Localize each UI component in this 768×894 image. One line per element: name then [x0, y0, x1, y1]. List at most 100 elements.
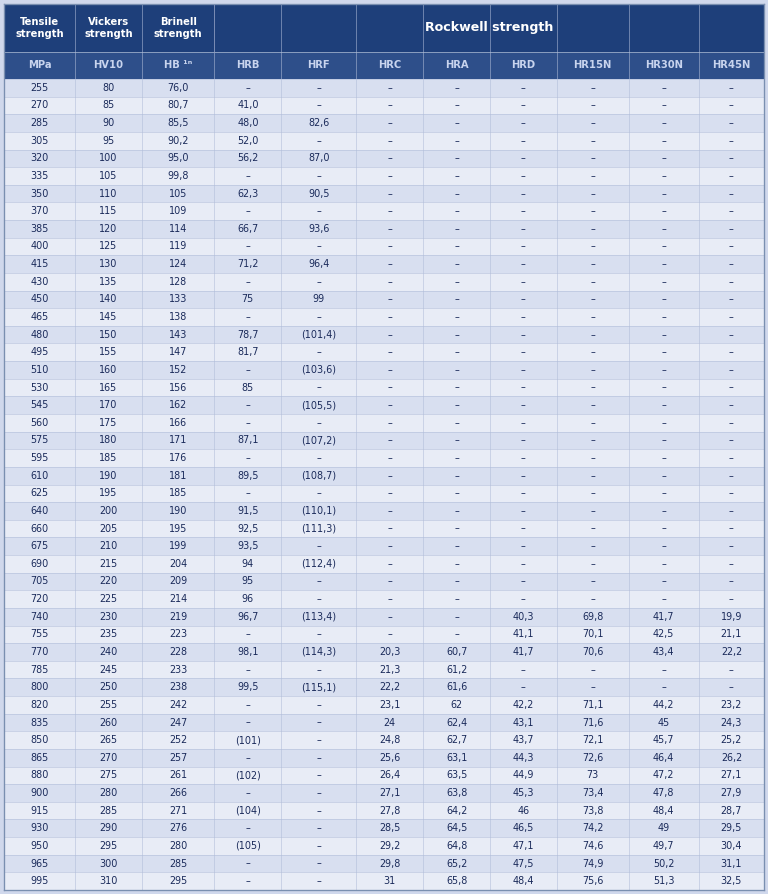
Bar	[281, 97, 356, 114]
Text: HV10: HV10	[94, 61, 124, 71]
Bar	[490, 573, 557, 590]
Bar	[490, 220, 557, 238]
Text: 42,2: 42,2	[513, 700, 534, 710]
Text: 295: 295	[169, 876, 187, 886]
Text: –: –	[661, 595, 666, 604]
Text: 230: 230	[99, 611, 118, 621]
Text: 75: 75	[242, 294, 254, 304]
Bar	[356, 325, 423, 343]
Bar	[557, 802, 629, 820]
Bar	[75, 802, 142, 820]
Text: –: –	[591, 401, 595, 410]
Bar	[281, 555, 356, 573]
Text: –: –	[454, 559, 459, 569]
Bar	[490, 379, 557, 396]
Bar	[490, 467, 557, 485]
Text: 95: 95	[242, 577, 254, 586]
Bar	[490, 661, 557, 679]
Text: 21,1: 21,1	[720, 629, 742, 639]
Bar	[356, 149, 423, 167]
Text: 285: 285	[99, 805, 118, 815]
Text: –: –	[454, 453, 459, 463]
Bar	[214, 485, 281, 502]
Text: 72,6: 72,6	[582, 753, 604, 763]
Text: –: –	[387, 524, 392, 534]
Text: HRD: HRD	[511, 61, 535, 71]
Text: –: –	[591, 136, 595, 146]
Bar	[4, 802, 75, 820]
Bar	[356, 837, 423, 855]
Bar	[629, 132, 699, 149]
Bar	[4, 837, 75, 855]
Text: 152: 152	[169, 365, 187, 375]
Bar	[490, 855, 557, 873]
Bar	[557, 450, 629, 467]
Text: 260: 260	[99, 718, 118, 728]
Bar	[214, 537, 281, 555]
Bar	[356, 766, 423, 784]
Text: –: –	[454, 83, 459, 93]
Text: (103,6): (103,6)	[301, 365, 336, 375]
Text: –: –	[661, 435, 666, 445]
Text: –: –	[661, 241, 666, 251]
Text: 22,2: 22,2	[379, 682, 400, 692]
Text: 46,5: 46,5	[513, 823, 534, 833]
Bar	[4, 519, 75, 537]
Bar	[699, 414, 764, 432]
Bar	[75, 273, 142, 291]
Bar	[142, 802, 214, 820]
Text: (102): (102)	[235, 771, 260, 780]
Bar	[629, 149, 699, 167]
Bar	[281, 467, 356, 485]
Bar	[557, 837, 629, 855]
Text: –: –	[521, 207, 526, 216]
Bar	[629, 114, 699, 132]
Text: –: –	[661, 100, 666, 111]
Text: –: –	[454, 524, 459, 534]
Text: 755: 755	[30, 629, 48, 639]
Text: –: –	[387, 330, 392, 340]
Text: 96: 96	[242, 595, 254, 604]
Bar	[142, 4, 214, 52]
Text: 100: 100	[99, 154, 118, 164]
Bar	[356, 396, 423, 414]
Text: –: –	[591, 154, 595, 164]
Text: 62: 62	[451, 700, 462, 710]
Text: –: –	[246, 664, 250, 675]
Text: 265: 265	[99, 735, 118, 745]
Bar	[557, 256, 629, 273]
Bar	[142, 679, 214, 696]
Text: –: –	[316, 577, 321, 586]
Bar	[75, 149, 142, 167]
Bar	[557, 608, 629, 626]
Bar	[356, 873, 423, 890]
Bar	[142, 643, 214, 661]
Text: –: –	[246, 753, 250, 763]
Text: (110,1): (110,1)	[301, 506, 336, 516]
Bar	[4, 167, 75, 185]
Bar	[629, 202, 699, 220]
Text: (111,3): (111,3)	[301, 524, 336, 534]
Text: 94: 94	[242, 559, 254, 569]
Bar	[214, 238, 281, 256]
Text: –: –	[729, 470, 733, 481]
Bar	[4, 749, 75, 766]
Text: –: –	[316, 771, 321, 780]
Bar	[281, 855, 356, 873]
Text: –: –	[454, 383, 459, 392]
Text: 95,0: 95,0	[167, 154, 189, 164]
Bar	[629, 52, 699, 79]
Text: –: –	[591, 224, 595, 234]
Bar	[75, 132, 142, 149]
Bar	[4, 238, 75, 256]
Text: 510: 510	[30, 365, 48, 375]
Text: 242: 242	[169, 700, 187, 710]
Bar	[629, 519, 699, 537]
Bar	[142, 537, 214, 555]
Bar	[557, 519, 629, 537]
Text: 147: 147	[169, 347, 187, 358]
Bar	[142, 325, 214, 343]
Bar	[356, 555, 423, 573]
Text: –: –	[521, 259, 526, 269]
Bar	[490, 291, 557, 308]
